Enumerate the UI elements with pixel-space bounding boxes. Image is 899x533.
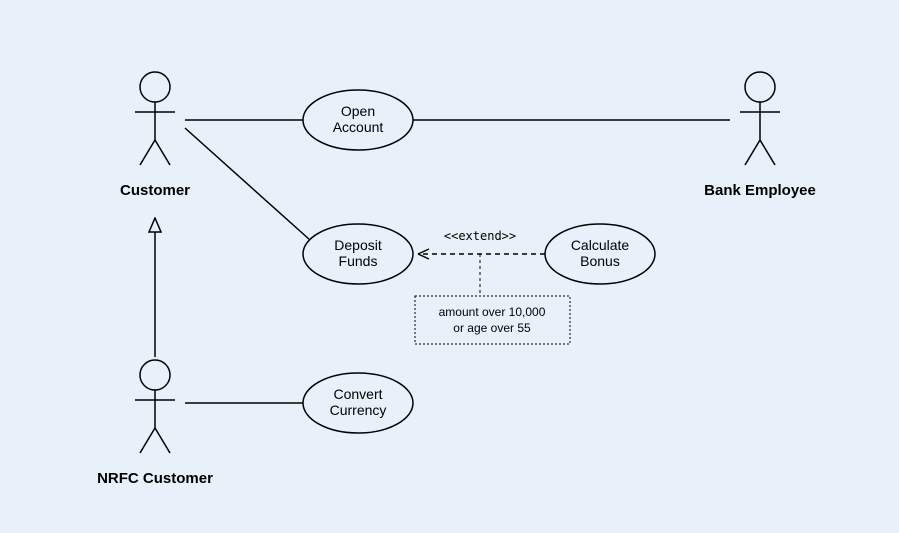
svg-text:Open: Open bbox=[341, 103, 375, 119]
svg-text:Currency: Currency bbox=[330, 402, 387, 418]
svg-text:Funds: Funds bbox=[339, 253, 378, 269]
note-condition: amount over 10,000 or age over 55 bbox=[415, 296, 570, 344]
svg-text:amount over 10,000: amount over 10,000 bbox=[439, 305, 546, 319]
actor-customer: Customer bbox=[120, 72, 190, 199]
svg-text:Convert: Convert bbox=[333, 386, 382, 402]
svg-text:Deposit: Deposit bbox=[334, 237, 382, 253]
actor-customer-label: Customer bbox=[120, 182, 190, 199]
usecase-deposit-funds: Deposit Funds bbox=[303, 224, 413, 284]
usecase-convert-currency: Convert Currency bbox=[303, 373, 413, 433]
actor-nrfc-label: NRFC Customer bbox=[97, 470, 213, 487]
actor-bank-employee: Bank Employee bbox=[704, 72, 816, 199]
svg-text:Account: Account bbox=[333, 119, 384, 135]
usecase-calculate-bonus: Calculate Bonus bbox=[545, 224, 655, 284]
svg-text:or age over 55: or age over 55 bbox=[453, 321, 531, 335]
extend-label: <<extend>> bbox=[444, 229, 516, 243]
actor-bank-label: Bank Employee bbox=[704, 182, 816, 199]
assoc-customer-deposit bbox=[185, 128, 310, 240]
svg-text:Bonus: Bonus bbox=[580, 253, 620, 269]
actor-nrfc-customer: NRFC Customer bbox=[97, 360, 213, 487]
svg-text:Calculate: Calculate bbox=[571, 237, 630, 253]
usecase-open-account: Open Account bbox=[303, 90, 413, 150]
usecase-diagram: Customer Bank Employee NRFC Customer Ope… bbox=[0, 0, 899, 533]
